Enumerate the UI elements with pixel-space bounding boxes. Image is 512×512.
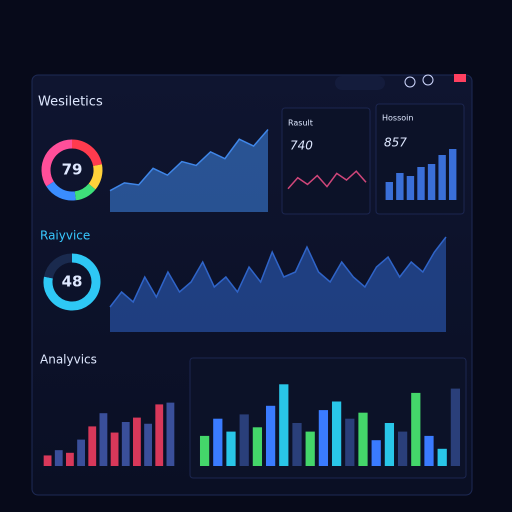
bar	[450, 388, 461, 466]
bar	[155, 404, 164, 466]
donut-segment	[44, 253, 73, 279]
bar	[385, 182, 393, 200]
bar	[358, 412, 368, 466]
donut-value: 79	[62, 161, 83, 179]
bar	[424, 435, 434, 466]
dashboard-title: Wesiletics	[38, 95, 103, 110]
bar	[88, 426, 97, 466]
icon[interactable]	[404, 76, 416, 88]
bar	[305, 431, 315, 466]
area-line	[109, 236, 447, 308]
area-line	[109, 129, 269, 192]
bar	[292, 423, 302, 466]
bar	[449, 149, 457, 200]
bar	[110, 432, 119, 466]
donut-segment	[46, 181, 76, 201]
area-fill	[110, 237, 446, 332]
bar	[384, 423, 395, 466]
bar	[144, 423, 152, 466]
bar	[54, 450, 63, 466]
result-panel	[281, 107, 371, 215]
bar	[121, 422, 130, 466]
section-title: Analyvics	[40, 353, 97, 367]
bar	[77, 439, 85, 466]
bar	[345, 418, 355, 466]
bar	[427, 164, 436, 200]
bar	[226, 431, 236, 466]
bar	[417, 167, 425, 200]
bar	[213, 418, 223, 466]
bar	[437, 448, 447, 466]
bar	[43, 455, 52, 466]
bar	[279, 384, 289, 466]
bar	[397, 431, 408, 466]
donut-segment	[41, 139, 73, 187]
donut-segment	[43, 253, 101, 311]
panel-value: 857	[384, 136, 407, 150]
bar	[371, 440, 381, 466]
donut-segment	[88, 164, 103, 190]
donut-value: 48	[62, 273, 83, 291]
bar	[99, 413, 108, 466]
bar	[411, 392, 421, 466]
bar	[66, 452, 74, 466]
panel-title: Hossoin	[382, 114, 413, 123]
bar	[166, 402, 175, 466]
panel-value: 740	[290, 139, 313, 153]
bar	[396, 173, 404, 200]
bar	[438, 155, 446, 200]
panel-title: Rasult	[288, 119, 313, 128]
bar	[199, 435, 210, 466]
donut-segment	[74, 183, 96, 201]
area-fill	[110, 129, 268, 212]
bar	[318, 410, 329, 466]
bar	[331, 401, 342, 466]
bar	[239, 414, 249, 466]
donut-segment	[71, 139, 102, 167]
icon[interactable]	[422, 74, 434, 86]
line	[287, 170, 367, 190]
menu-icon[interactable]	[454, 74, 466, 82]
bar	[252, 427, 263, 466]
bar	[133, 417, 141, 466]
bar	[265, 405, 276, 466]
section-title: Raiyvice	[40, 229, 90, 243]
search-box[interactable]	[335, 76, 385, 90]
bar	[406, 176, 415, 200]
